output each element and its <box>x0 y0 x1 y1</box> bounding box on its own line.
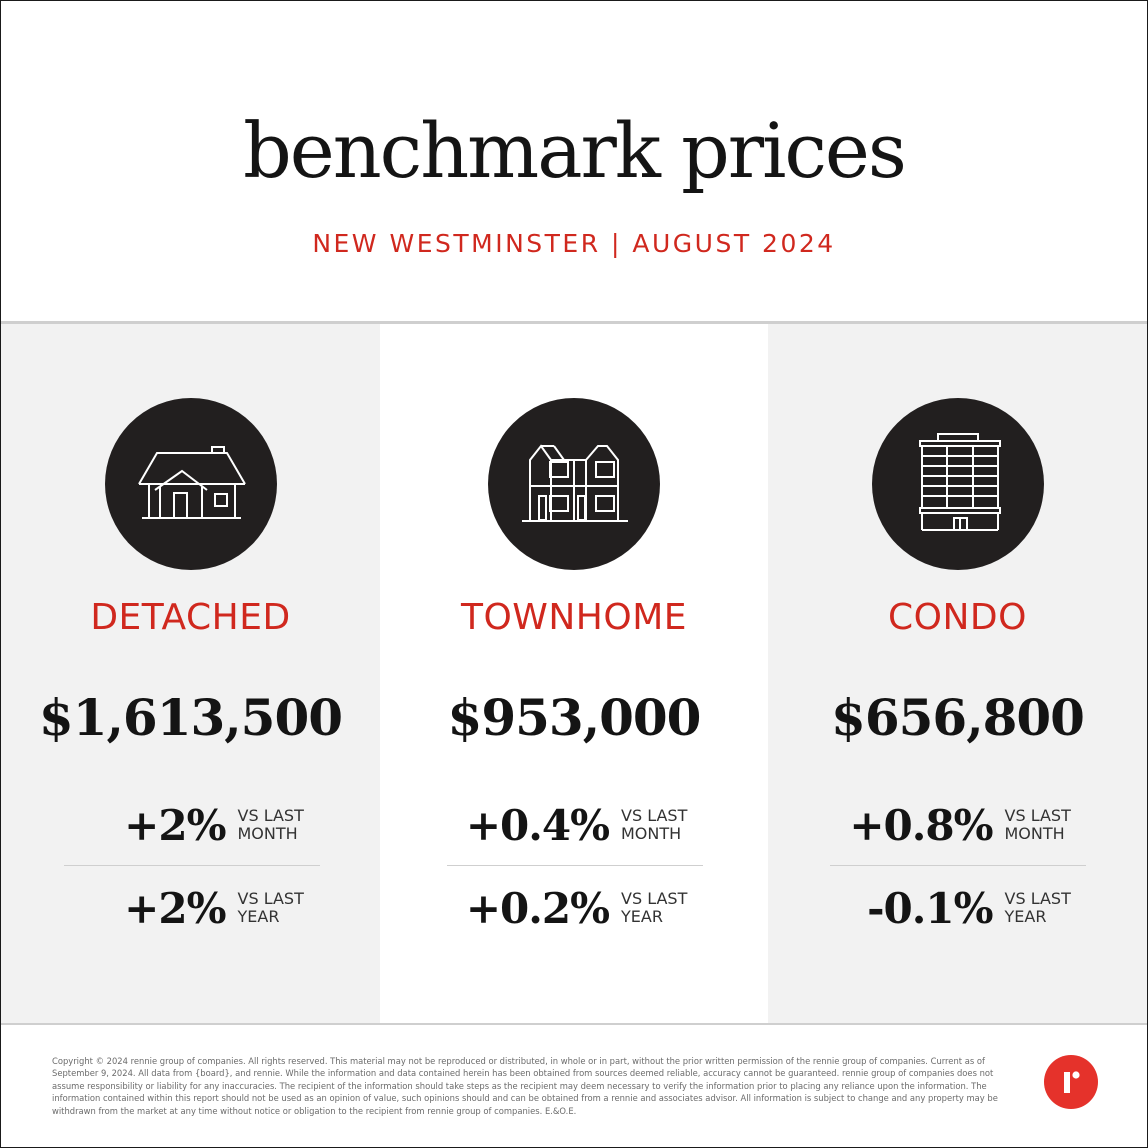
stat-divider <box>447 865 703 866</box>
top-divider <box>1 321 1147 324</box>
detached-panel: DETACHED $1,613,500 +2% VS LAST MONTH +2… <box>1 324 380 1023</box>
year-change: -0.1% VS LAST YEAR <box>768 881 1147 937</box>
year-change-value: -0.1% <box>867 884 993 933</box>
copyright-disclaimer: Copyright © 2024 rennie group of compani… <box>52 1056 998 1116</box>
bottom-divider <box>1 1023 1147 1025</box>
condo-building-icon <box>871 398 1044 570</box>
benchmark-price: $953,000 <box>447 688 702 747</box>
header: benchmark prices NEW WESTMINSTER | AUGUS… <box>1 1 1147 321</box>
vs-last-month-label: VS LAST MONTH <box>621 806 688 843</box>
stat-divider <box>830 865 1086 866</box>
category-label: DETACHED <box>90 597 291 638</box>
stat-divider <box>64 865 320 866</box>
vs-last-year-label: VS LAST YEAR <box>237 889 304 926</box>
vs-last-year-label: VS LAST YEAR <box>1004 889 1071 926</box>
month-change-value: +0.8% <box>849 801 993 850</box>
condo-panel: CONDO $656,800 +0.8% VS LAST MONTH -0.1%… <box>768 324 1147 1023</box>
month-change-value: +0.4% <box>465 801 610 850</box>
category-label: TOWNHOME <box>460 597 688 638</box>
year-change: +0.2% VS LAST YEAR <box>380 881 768 937</box>
year-change-value: +0.2% <box>465 884 610 933</box>
page-subtitle: NEW WESTMINSTER | AUGUST 2024 <box>312 229 836 258</box>
page-title: benchmark prices <box>243 106 907 195</box>
vs-last-year-label: VS LAST YEAR <box>621 889 688 926</box>
month-change: +2% VS LAST MONTH <box>1 798 380 854</box>
rennie-logo-icon <box>1044 1055 1098 1109</box>
benchmark-price: $1,613,500 <box>38 688 343 747</box>
category-label: CONDO <box>888 597 1027 638</box>
house-icon <box>104 398 277 570</box>
year-change-value: +2% <box>124 884 226 933</box>
year-change: +2% VS LAST YEAR <box>1 881 380 937</box>
month-change: +0.8% VS LAST MONTH <box>768 798 1147 854</box>
vs-last-month-label: VS LAST MONTH <box>1004 806 1071 843</box>
benchmark-price: $656,800 <box>831 688 1085 747</box>
vs-last-month-label: VS LAST MONTH <box>237 806 304 843</box>
townhouse-icon <box>488 398 660 570</box>
month-change-value: +2% <box>124 801 226 850</box>
townhome-panel: TOWNHOME $953,000 +0.4% VS LAST MONTH +0… <box>380 324 768 1023</box>
month-change: +0.4% VS LAST MONTH <box>380 798 768 854</box>
